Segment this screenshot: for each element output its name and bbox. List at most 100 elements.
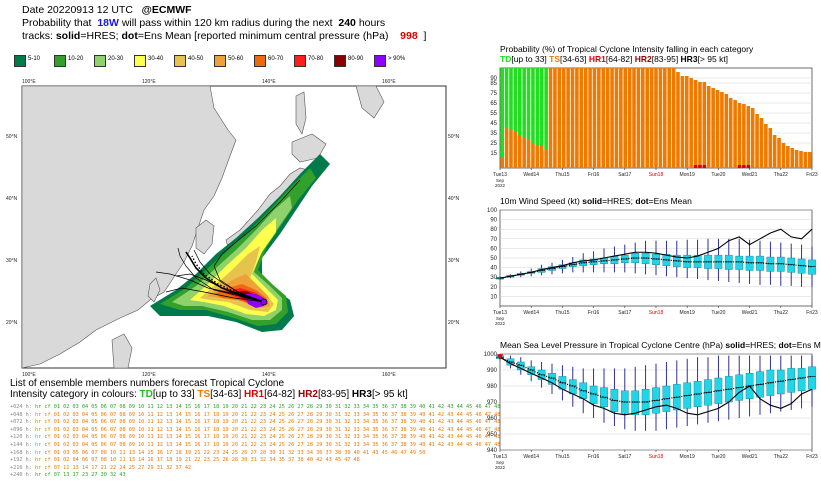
legend-label: > 90% — [388, 56, 406, 62]
bar-ts — [588, 68, 592, 168]
bar-ts — [733, 100, 737, 168]
legend-swatch — [214, 55, 226, 67]
x-tick-label: Mon19 — [680, 172, 696, 178]
box-iqr — [735, 255, 744, 270]
bar-ts — [698, 82, 702, 168]
legend-item: 80-90 — [332, 52, 372, 74]
top-lon-120: 120°E — [142, 79, 156, 85]
bar-ts — [693, 80, 698, 168]
intensity-chart-legend: TD[up to 33] TS[34-63] HR1[64-82] HR2[83… — [500, 54, 728, 64]
box-iqr — [776, 369, 785, 395]
hres-line — [499, 228, 813, 279]
y-tick-label: 25 — [490, 141, 497, 147]
legend-label: 20-30 — [108, 56, 124, 62]
box-iqr — [548, 373, 556, 385]
bar-ts — [680, 76, 685, 168]
bar-td — [526, 68, 531, 140]
y-tick-label: 65 — [490, 101, 497, 107]
x-tick-label: Sun18 — [649, 310, 664, 316]
reported-pressure: 998 — [400, 30, 418, 42]
land-sakhalin — [295, 91, 307, 135]
legend-swatch — [294, 55, 306, 67]
bar-ts — [676, 72, 680, 168]
ensemble-row: +072 h: hr cf 01 02 03 04 05 06 07 08 09… — [10, 419, 520, 426]
y-tick-label: 50 — [490, 256, 497, 262]
box-iqr — [568, 379, 577, 395]
y-tick-label: 75 — [490, 91, 497, 97]
x-tick-label: Wed14 — [523, 310, 539, 316]
intensity-chart-title: Probability (%) of Tropical Cyclone Inte… — [500, 44, 754, 54]
wind-chart-title: 10m Wind Speed (kt) solid=HRES; dot=Ens … — [500, 196, 692, 206]
bar-td — [522, 68, 526, 138]
x-tick-label: Thu15 — [555, 310, 569, 316]
y-tick-label: 90 — [490, 218, 497, 224]
land-korea — [195, 219, 215, 255]
box-iqr — [808, 259, 816, 275]
intensity-legend-item: TD[up to 33] — [500, 54, 550, 64]
bar-hr1 — [742, 165, 746, 168]
y-tick-label: 100 — [487, 208, 498, 214]
x-tick-label: Wed21 — [742, 310, 758, 316]
bar-hr1 — [693, 165, 698, 168]
y-tick-label: 90 — [490, 76, 497, 82]
legend-item: 30-40 — [132, 52, 172, 74]
legend-item: 40-50 — [172, 52, 212, 74]
pressure-chart-title: Mean Sea Level Pressure in Tropical Cycl… — [500, 340, 821, 350]
box-iqr — [766, 256, 775, 272]
x-tick-label: Mon19 — [680, 454, 696, 460]
bar-td — [517, 68, 522, 135]
x-tick-label: Mon19 — [680, 310, 696, 316]
ensemble-row: +168 h: hr cf 01 03 05 06 07 08 10 11 13… — [10, 449, 426, 456]
y-tick-label: 950 — [487, 432, 498, 438]
ens-mean-line — [499, 257, 813, 279]
bar-ts — [535, 146, 540, 168]
box-iqr — [797, 258, 806, 274]
top-lon-140: 140°E — [262, 79, 276, 85]
legend-swatch — [254, 55, 266, 67]
legend-label: 60-70 — [268, 56, 284, 62]
ensemble-category-legend: Intensity category in colours: TD[up to … — [10, 389, 408, 400]
legend-item: 20-30 — [92, 52, 132, 74]
probability-swath — [150, 154, 330, 332]
reported-pressure-marker — [497, 354, 503, 361]
x-tick-label: Thu15 — [555, 454, 569, 460]
bar-td — [535, 68, 540, 146]
ensemble-row: +144 h: hr cf 01 02 03 04 05 06 07 08 09… — [10, 442, 520, 448]
bar-ts — [768, 128, 773, 168]
bar-ts — [531, 143, 535, 168]
legend-item: > 90% — [372, 52, 412, 74]
bar-ts — [706, 86, 711, 168]
storm-position-marker — [260, 298, 268, 306]
bar-ts — [777, 138, 781, 168]
wind-speed-chart: 10 20 30 40 50 60 70 80 90 100 Tue13 Wed14 Thu15 Fri1… — [487, 208, 818, 326]
x-tick-label: Wed21 — [742, 172, 758, 178]
ensemble-row: +120 h: hr cf 01 02 03 04 05 06 07 08 09… — [10, 434, 520, 441]
bar-ts — [671, 68, 676, 168]
bar-ts — [684, 76, 689, 168]
legend-item: 70-80 — [292, 52, 332, 74]
y-tick-label: 55 — [490, 111, 497, 117]
legend-label: 50-60 — [228, 56, 244, 62]
land-kamchatka — [355, 85, 385, 119]
top-lon-100: 100°E — [22, 79, 36, 85]
x-sublabel: Sep — [496, 178, 505, 183]
bar-ts — [794, 150, 799, 168]
x-tick-label: Wed21 — [742, 454, 758, 460]
bar-ts — [570, 68, 575, 168]
y-tick-label: 980 — [487, 384, 498, 390]
left-lat-20: 20°N — [6, 320, 18, 326]
ensemble-row: +048 h: hr cf 01 02 03 04 05 06 07 08 09… — [10, 411, 520, 418]
bar-ts — [746, 106, 751, 168]
x-sublabel: Sep — [496, 316, 505, 321]
legend-label: 80-90 — [348, 56, 364, 62]
bar-ts — [610, 68, 614, 168]
x-tick-label: Fri16 — [588, 454, 600, 460]
x-tick-label: Thu22 — [774, 310, 788, 316]
bar-ts — [728, 98, 733, 168]
x-sublabel: 2022 — [495, 183, 506, 188]
y-tick-label: 15 — [490, 151, 497, 157]
right-lat-50: 50°N — [448, 134, 460, 140]
y-tick-label: 70 — [490, 237, 497, 243]
intensity-legend-item: HR1[64-82] — [588, 54, 635, 64]
